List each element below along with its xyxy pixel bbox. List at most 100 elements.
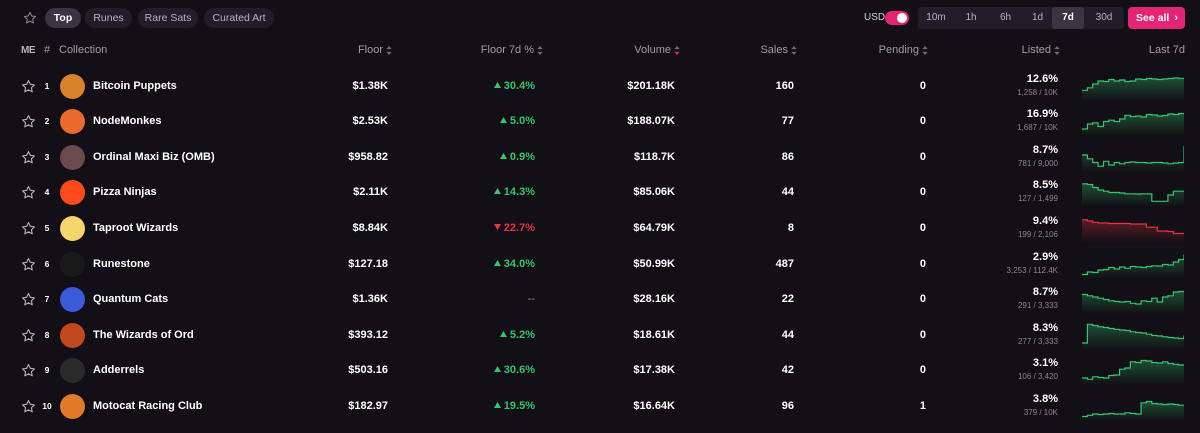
pending: 0	[919, 328, 926, 341]
listed-count: 291 / 3,333	[1017, 301, 1058, 311]
star-icon[interactable]	[21, 363, 36, 378]
col-floor-label: Floor	[357, 44, 383, 56]
collection-avatar[interactable]	[60, 180, 85, 206]
listed-count: 1,258 / 10K	[1017, 87, 1058, 97]
pending: 1	[919, 399, 926, 412]
floor-price: $1.36K	[352, 293, 388, 306]
col-floor[interactable]: Floor	[358, 44, 392, 56]
sales: 96	[781, 399, 794, 412]
star-icon[interactable]	[21, 114, 36, 129]
star-icon[interactable]	[21, 257, 36, 272]
volume: $64.79K	[633, 221, 675, 234]
collection-avatar[interactable]	[60, 109, 85, 135]
collection-name[interactable]: Adderrels	[93, 364, 145, 377]
floor-change-value: 14.3%	[503, 186, 535, 199]
collection-name[interactable]: Bitcoin Puppets	[93, 79, 177, 92]
timeframe-button[interactable]: 1h	[965, 12, 977, 23]
collection-avatar[interactable]	[60, 322, 85, 348]
table-row[interactable]: 4 Pizza Ninjas $2.11K 14.3% $85.06K 44 0 8.5% 12…	[0, 175, 1200, 211]
sparkline-chart	[1082, 254, 1184, 279]
col-listed[interactable]: Listed	[1022, 44, 1060, 56]
listed-percent: 8.7%	[1032, 143, 1058, 156]
pending: 0	[919, 186, 926, 199]
table-row[interactable]: 5 Taproot Wizards $8.84K 22.7% $64.79K 8 0 9.4%…	[0, 211, 1200, 247]
floor-change-value: 30.4%	[503, 79, 535, 92]
table-row[interactable]: 6 Runestone $127.18 34.0% $50.99K 487 0 2.9% 3,2…	[0, 247, 1200, 283]
star-icon[interactable]	[21, 221, 36, 236]
collection-name[interactable]: NodeMonkes	[93, 115, 162, 128]
sort-icon	[791, 45, 797, 55]
star-icon[interactable]	[21, 150, 36, 165]
table-row[interactable]: 10 Motocat Racing Club $182.97 19.5% $16.64K…	[0, 389, 1200, 425]
collection-avatar[interactable]	[60, 287, 85, 313]
sparkline-chart	[1082, 360, 1184, 386]
rank: 2	[44, 116, 50, 127]
col-pending[interactable]: Pending	[879, 44, 928, 56]
sales: 487	[775, 257, 794, 270]
rank: 10	[42, 400, 52, 411]
listed-count: 781 / 9,000	[1017, 158, 1058, 168]
star-icon[interactable]	[21, 185, 36, 200]
col-sales[interactable]: Sales	[760, 44, 797, 56]
col-floor-change[interactable]: Floor 7d %	[481, 44, 543, 56]
see-all-label: See all	[1136, 12, 1170, 24]
timeframe-button[interactable]: 6h	[999, 12, 1012, 23]
table-row[interactable]: 1 Bitcoin Puppets $1.38K 30.4% $201.18K 160 0 1…	[0, 69, 1200, 105]
col-pending-label: Pending	[878, 44, 919, 56]
currency-toggle[interactable]	[885, 11, 909, 25]
collection-name[interactable]: Ordinal Maxi Biz (OMB)	[93, 150, 215, 163]
pending: 0	[919, 79, 926, 92]
collection-name[interactable]: The Wizards of Ord	[93, 328, 194, 341]
sparkline-area	[1082, 184, 1184, 208]
timeframe-button[interactable]: 10m	[926, 12, 946, 23]
sparkline-chart	[1082, 183, 1184, 208]
filter-tab[interactable]: Curated Art	[204, 8, 274, 28]
listed-count: 379 / 10K	[1023, 407, 1058, 417]
arrow-up-icon	[493, 81, 501, 88]
volume: $28.16K	[633, 293, 675, 306]
timeframe-button[interactable]: 1d	[1031, 12, 1044, 23]
listed-percent: 2.9%	[1032, 250, 1058, 263]
sales: 22	[781, 293, 794, 306]
star-icon[interactable]	[21, 79, 36, 94]
table-row[interactable]: 9 Adderrels $503.16 30.6% $17.38K 42 0 3.1% 106 …	[0, 353, 1200, 389]
collection-avatar[interactable]	[60, 358, 85, 384]
collection-name[interactable]: Pizza Ninjas	[93, 186, 157, 199]
collection-name[interactable]: Taproot Wizards	[93, 221, 179, 234]
filter-tab[interactable]: Rare Sats	[138, 8, 198, 28]
volume: $118.7K	[634, 150, 675, 163]
sales: 160	[775, 79, 794, 92]
collection-avatar[interactable]	[60, 251, 85, 277]
volume: $85.06K	[633, 186, 675, 199]
collection-name[interactable]: Quantum Cats	[93, 293, 169, 306]
table-row[interactable]: 2 NodeMonkes $2.53K 5.0% $188.07K 77 0 16.9% 1,6…	[0, 104, 1200, 140]
collection-avatar[interactable]	[60, 215, 85, 241]
see-all-button[interactable]: See all ›	[1128, 7, 1185, 29]
collection-avatar[interactable]	[60, 73, 85, 99]
filter-tab[interactable]: Runes	[85, 8, 132, 28]
table-header: ME # Collection Floor Floor 7d % Volume …	[0, 40, 1200, 62]
arrow-up-icon	[499, 152, 507, 159]
listed-percent: 8.5%	[1032, 179, 1058, 192]
col-volume[interactable]: Volume	[634, 44, 680, 56]
collection-avatar[interactable]	[60, 144, 85, 170]
filter-tab[interactable]: Top	[45, 8, 81, 28]
collection-name[interactable]: Motocat Racing Club	[93, 399, 203, 412]
timeframe-button[interactable]: 7d	[1052, 7, 1084, 29]
timeframe-button[interactable]: 30d	[1095, 12, 1113, 23]
sparkline-chart	[1082, 76, 1184, 101]
collection-avatar[interactable]	[60, 393, 85, 419]
table-row[interactable]: 7 Quantum Cats $1.36K -- $28.16K 22 0 8.7% 291 /…	[0, 282, 1200, 318]
floor-change-value: 5.2%	[509, 328, 535, 341]
volume: $50.99K	[633, 257, 675, 270]
volume: $18.61K	[633, 328, 675, 341]
sparkline-line	[1082, 76, 1184, 91]
table-row[interactable]: 3 Ordinal Maxi Biz (OMB) $958.82 0.9% $118.7…	[0, 140, 1200, 176]
star-icon[interactable]	[23, 11, 37, 25]
star-icon[interactable]	[21, 292, 36, 307]
table-row[interactable]: 8 The Wizards of Ord $393.12 5.2% $18.61K 44 0…	[0, 318, 1200, 354]
star-icon[interactable]	[21, 328, 36, 343]
collection-name[interactable]: Runestone	[93, 257, 150, 270]
sparkline-area	[1082, 323, 1184, 350]
star-icon[interactable]	[21, 399, 36, 414]
